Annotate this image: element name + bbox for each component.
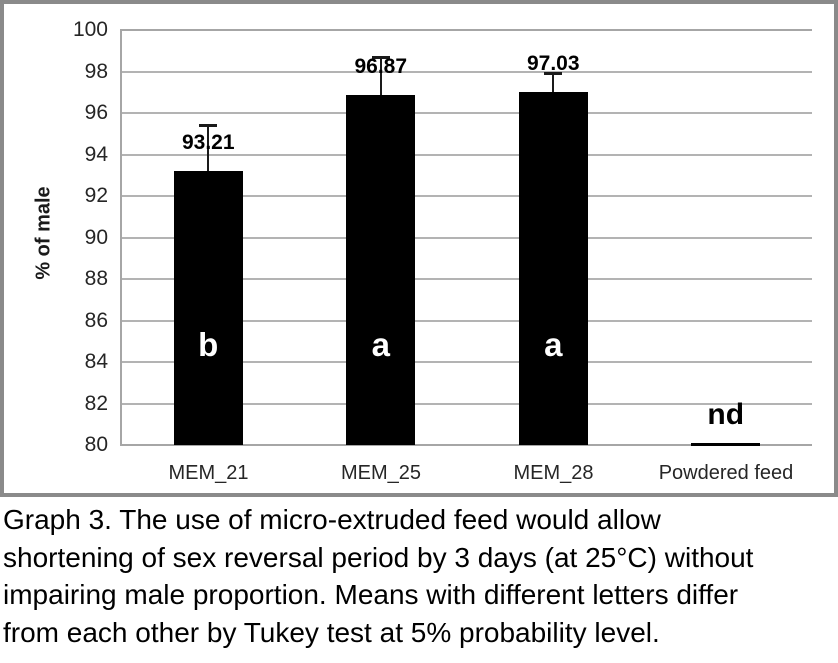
- gridline-92: [122, 195, 812, 197]
- chart-plot-area: 100 98 96 94 92 90 88 86 84 82 80 MEM_21 MEM_25 MEM_2…: [72, 18, 812, 484]
- significance-letter-mem-21: b: [198, 326, 219, 363]
- error-bar-cap-mem-21: [199, 124, 218, 128]
- y-tick-label-92: 92: [84, 184, 108, 207]
- y-axis-line: [120, 29, 122, 446]
- bar-value-label-mem-25: 96.87: [354, 54, 408, 78]
- gridline-86: [122, 319, 812, 322]
- bar-mem-28: [518, 91, 588, 445]
- no-data-label: nd: [707, 398, 745, 431]
- y-tick-label-88: 88: [84, 267, 108, 290]
- y-tick-label-94: 94: [84, 142, 108, 166]
- y-tick-label-82: 82: [84, 391, 108, 415]
- error-bar-cap-mem-28: [544, 71, 563, 75]
- error-bar-stem-mem-21: [207, 125, 210, 181]
- y-tick-label-90: 90: [84, 225, 108, 249]
- x-tick-label-powdered-feed: Powdered feed: [658, 462, 794, 484]
- gridline-94: [122, 153, 812, 156]
- error-bar-stem-mem-28: [552, 72, 555, 102]
- x-tick-label-mem-25: MEM_25: [340, 462, 422, 484]
- gridline-84: [122, 361, 812, 363]
- bar-mem-21: [173, 170, 243, 445]
- y-tick-label-80: 80: [84, 433, 108, 456]
- caption-line-1: Graph 3. The use of micro-extruded feed …: [3, 504, 661, 535]
- gridline-88: [122, 278, 812, 280]
- caption-line-3: impairing male proportion. Means with di…: [3, 579, 739, 610]
- gridline-90: [122, 236, 812, 239]
- gridline-82: [122, 402, 812, 405]
- bar-value-label-mem-28: 97.03: [526, 51, 580, 75]
- y-tick-label-98: 98: [84, 59, 108, 83]
- significance-letter-mem-28: a: [544, 326, 563, 363]
- y-tick-label-84: 84: [84, 350, 108, 373]
- error-bar-cap-mem-25: [371, 55, 390, 59]
- y-tick-label-100: 100: [72, 18, 108, 41]
- x-axis-line: [122, 444, 812, 446]
- bar-mem-25: [346, 94, 416, 445]
- caption-line-2: shortening of sex reversal period by 3 d…: [3, 541, 754, 573]
- chart-frame: [0, 0, 838, 497]
- y-tick-label-86: 86: [84, 308, 108, 332]
- significance-letter-mem-25: a: [371, 326, 390, 363]
- figure-caption: Graph 3. The use of micro-extruded feed …: [3, 501, 835, 651]
- gridline-98: [122, 70, 812, 73]
- y-tick-label-96: 96: [84, 101, 108, 124]
- error-bar-stem-mem-25: [379, 56, 382, 105]
- caption-line-4: from each other by Tukey test at 5% prob…: [3, 616, 660, 648]
- x-tick-label-mem-21: MEM_21: [168, 462, 249, 484]
- plot-top-border: [122, 29, 812, 31]
- bar-value-label-mem-21: 93.21: [181, 130, 235, 154]
- zero-bar-powdered-feed: [691, 443, 761, 446]
- gridline-96: [122, 112, 812, 114]
- x-tick-label-mem-28: MEM_28: [513, 462, 594, 484]
